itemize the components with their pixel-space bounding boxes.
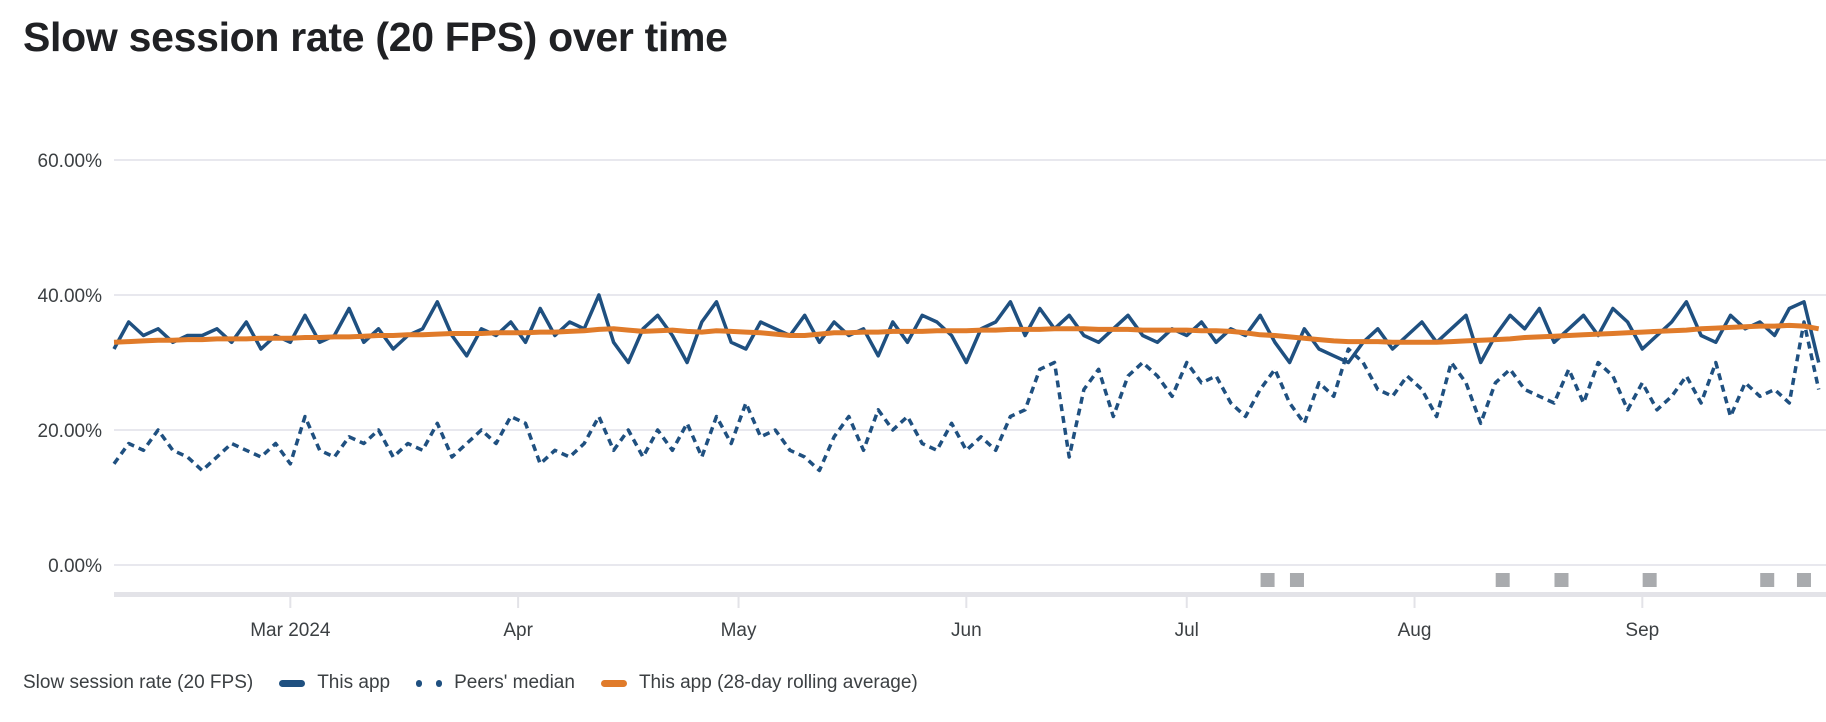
y-tick-label: 20.00%: [38, 421, 103, 442]
legend-item-this-app[interactable]: This app: [279, 672, 390, 694]
event-marker: [1289, 573, 1304, 587]
solid-line-swatch-icon: [600, 679, 627, 687]
legend-item-rolling-average[interactable]: This app (28-day rolling average): [600, 672, 918, 694]
y-tick-label: 60.00%: [38, 151, 103, 172]
legend: Slow session rate (20 FPS) This app Peer…: [23, 672, 918, 694]
series-line-peers-median: [112, 320, 1821, 473]
legend-label: This app: [317, 672, 391, 693]
x-tick-label: May: [721, 620, 757, 641]
x-tick-label: Aug: [1398, 620, 1432, 641]
event-marker: [1760, 573, 1775, 587]
event-marker: [1260, 573, 1275, 587]
legend-item-peers-median[interactable]: Peers' median: [416, 672, 575, 694]
event-marker: [1554, 573, 1569, 587]
solid-line-swatch-icon: [279, 679, 306, 687]
x-tick-label: Jun: [951, 620, 982, 641]
event-marker: [1796, 573, 1811, 587]
y-axis-labels: 0.00% 20.00% 40.00% 60.00%: [38, 151, 103, 577]
dashed-line-swatch-icon: [416, 679, 443, 687]
event-markers: [1260, 573, 1811, 587]
x-tick-label: Jul: [1175, 620, 1199, 641]
series-lines: [112, 293, 1821, 473]
x-tick-label: Mar 2024: [250, 620, 331, 641]
x-axis: Mar 2024 Apr May Jun Jul Aug Sep: [114, 592, 1826, 641]
event-marker: [1642, 573, 1657, 587]
x-tick-label: Apr: [503, 620, 533, 641]
series-line-this-app-28-day-rolling-average: [113, 322, 1820, 345]
gridlines: [114, 159, 1826, 566]
y-tick-label: 40.00%: [38, 286, 103, 307]
legend-label: Peers' median: [454, 672, 575, 693]
x-tick-label: Sep: [1625, 620, 1659, 641]
y-tick-label: 0.00%: [48, 556, 102, 577]
legend-label: This app (28-day rolling average): [638, 672, 918, 693]
legend-title: Slow session rate (20 FPS): [23, 672, 254, 693]
line-chart: 0.00% 20.00% 40.00% 60.00% Mar 2024 Apr May Ju…: [38, 151, 1826, 641]
chart-title: Slow session rate (20 FPS) over time: [23, 14, 728, 60]
event-marker: [1495, 573, 1510, 587]
x-axis-line: [114, 592, 1826, 597]
